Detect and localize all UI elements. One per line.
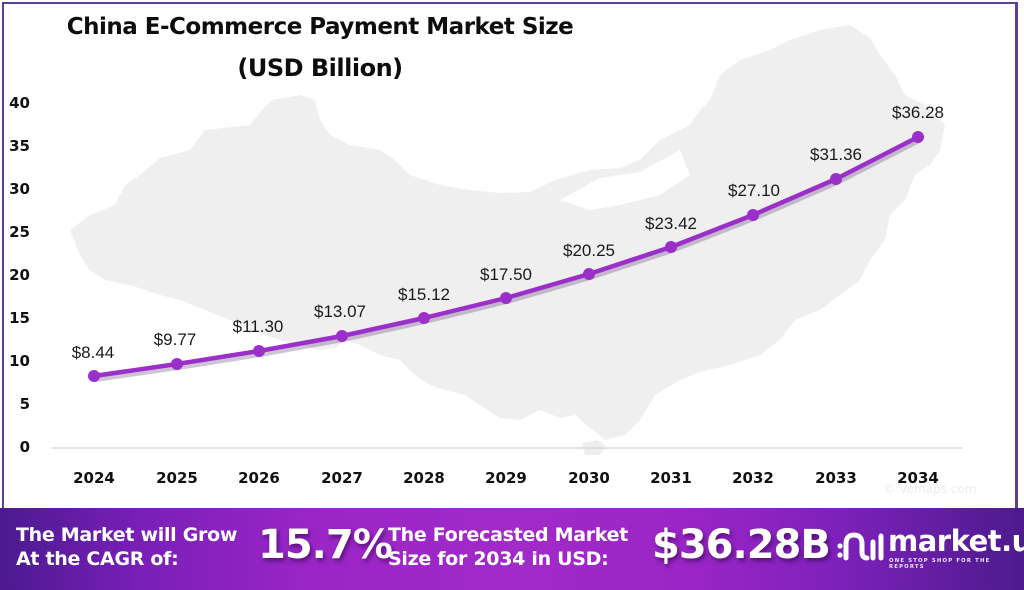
y-tick: 0	[20, 438, 30, 456]
y-axis: 40 35 30 25 20 15 10 5 0	[9, 94, 30, 456]
x-axis: 2024 2025 2026 2027 2028 2029 2030 2031 …	[73, 469, 939, 487]
data-point[interactable]	[171, 358, 183, 370]
cagr-label-line1: The Market will Grow	[16, 524, 238, 546]
x-tick: 2030	[568, 469, 610, 487]
map-watermark: © Vemaps.com	[884, 482, 977, 496]
forecast-label-line2: Size for 2034 in USD:	[388, 548, 609, 570]
chart-title: China E-Commerce Payment Market Size	[66, 14, 574, 40]
data-point[interactable]	[418, 312, 430, 324]
data-point[interactable]	[253, 345, 265, 357]
data-label: $23.42	[645, 214, 697, 233]
x-tick: 2026	[238, 469, 280, 487]
y-tick: 40	[9, 94, 30, 112]
data-label: $31.36	[810, 145, 862, 164]
market-us-tagline: ONE STOP SHOP FOR THE REPORTS	[889, 558, 991, 570]
data-label: $11.30	[233, 317, 284, 336]
china-map-silhouette	[70, 25, 945, 440]
y-tick: 20	[9, 266, 30, 284]
data-point[interactable]	[830, 173, 842, 185]
data-point[interactable]	[583, 268, 595, 280]
data-labels: $8.44 $9.77 $11.30 $13.07 $15.12 $17.50 …	[72, 103, 944, 362]
data-point[interactable]	[336, 330, 348, 342]
forecast-value: $36.28B	[652, 522, 831, 568]
x-tick: 2028	[403, 469, 445, 487]
data-point[interactable]	[665, 241, 677, 253]
x-tick: 2027	[321, 469, 363, 487]
forecast-label-line1: The Forecasted Market	[388, 524, 628, 546]
x-tick: 2024	[73, 469, 115, 487]
line-chart: 40 35 30 25 20 15 10 5 0 2024 2025 2026 …	[9, 25, 977, 496]
data-label: $27.10	[728, 181, 780, 200]
y-tick: 10	[9, 352, 30, 370]
data-label: $8.44	[72, 343, 115, 362]
chart-subtitle: (USD Billion)	[237, 54, 403, 82]
cagr-label: The Market will Grow At the CAGR of:	[16, 523, 237, 571]
data-label: $15.12	[398, 285, 450, 304]
y-tick: 35	[9, 137, 30, 155]
x-tick: 2031	[650, 469, 692, 487]
data-label: $13.07	[314, 302, 366, 321]
data-point[interactable]	[500, 292, 512, 304]
y-tick: 5	[20, 395, 30, 413]
data-label: $9.77	[154, 330, 197, 349]
data-point[interactable]	[88, 370, 100, 382]
x-tick: 2032	[732, 469, 774, 487]
market-us-logo-icon	[837, 532, 884, 561]
data-point[interactable]	[747, 209, 759, 221]
data-point[interactable]	[912, 131, 924, 143]
x-tick: 2033	[815, 469, 857, 487]
x-tick: 2034	[897, 469, 939, 487]
data-label: $20.25	[563, 241, 615, 260]
x-tick: 2029	[485, 469, 527, 487]
cagr-value: 15.7%	[258, 522, 393, 568]
map-cutout	[560, 150, 690, 210]
series-markers	[88, 131, 924, 382]
x-tick: 2025	[156, 469, 198, 487]
data-label: $17.50	[480, 265, 532, 284]
forecast-label: The Forecasted Market Size for 2034 in U…	[388, 523, 628, 571]
y-tick: 30	[9, 180, 30, 198]
y-tick: 15	[9, 309, 30, 327]
y-tick: 25	[9, 223, 30, 241]
summary-banner: The Market will Grow At the CAGR of: 15.…	[0, 508, 1024, 590]
data-label: $36.28	[892, 103, 944, 122]
cagr-label-line2: At the CAGR of:	[16, 548, 179, 570]
market-us-logo-text: market.us	[888, 524, 1024, 558]
